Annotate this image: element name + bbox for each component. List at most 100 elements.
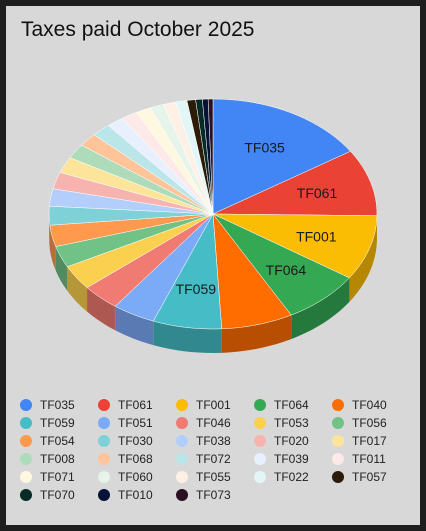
legend-item-tf055[interactable]: TF055 [176,468,254,485]
legend-swatch-icon [20,398,32,411]
legend-swatch-icon [332,434,344,447]
chart-title: Taxes paid October 2025 [21,18,255,41]
legend-swatch-icon [98,398,110,411]
legend-swatch-icon [332,470,344,483]
slice-tf051[interactable] [114,213,214,322]
pie-chart: TF035 TF061 TF001 TF064 TF059 [48,98,378,353]
legend-swatch-icon [254,416,266,429]
legend-swatch-icon [98,488,110,501]
legend-label: TF038 [196,433,231,448]
legend-item-tf073[interactable]: TF073 [176,486,254,503]
slice-side-tf046 [87,287,116,331]
slice-tf040[interactable] [212,213,292,330]
legend-swatch-icon [20,452,32,465]
legend-swatch-icon [20,416,32,429]
legend-label: TF035 [40,397,75,412]
legend-label: TF030 [118,433,153,448]
slice-label-tf035: TF035 [244,139,285,155]
slice-side-tf064 [291,277,350,340]
legend-item-tf030[interactable]: TF030 [98,432,176,449]
slice-label-tf001: TF001 [296,229,337,245]
slice-side-tf040 [221,315,292,353]
legend-label: TF020 [274,433,309,448]
legend-item-tf054[interactable]: TF054 [20,432,98,449]
legend-label: TF051 [118,415,153,430]
legend-item-tf061[interactable]: TF061 [98,396,176,413]
legend-swatch-icon [98,452,110,465]
legend-swatch-icon [176,416,188,429]
legend-swatch-icon [20,488,32,501]
legend-item-tf072[interactable]: TF072 [176,450,254,467]
legend-swatch-icon [176,488,188,501]
legend-item-tf068[interactable]: TF068 [98,450,176,467]
legend-item-tf057[interactable]: TF057 [332,468,410,485]
legend-item-tf020[interactable]: TF020 [254,432,332,449]
legend-item-tf064[interactable]: TF064 [254,396,332,413]
legend-swatch-icon [332,398,344,411]
legend-label: TF056 [352,415,387,430]
legend-item-tf001[interactable]: TF001 [176,396,254,413]
legend-item-tf008[interactable]: TF008 [20,450,98,467]
legend-label: TF039 [274,451,309,466]
legend-swatch-icon [98,434,110,447]
slice-tf035[interactable] [212,98,351,215]
slice-tf061[interactable] [212,150,378,216]
slice-label-tf059: TF059 [176,281,217,297]
legend-item-tf011[interactable]: TF011 [332,450,410,467]
legend-swatch-icon [98,416,110,429]
slice-label-tf064: TF064 [266,262,307,278]
legend-swatch-icon [176,470,188,483]
legend-label: TF008 [40,451,75,466]
legend-item-tf038[interactable]: TF038 [176,432,254,449]
legend-item-tf071[interactable]: TF071 [20,468,98,485]
slice-side-tf030 [49,214,50,250]
legend: TF035 TF061 TF001 TF064 TF040 TF059 TF051 TF046… [20,396,410,503]
slice-tf059[interactable] [152,213,222,330]
legend-label: TF060 [118,469,153,484]
legend-item-tf010[interactable]: TF010 [98,486,176,503]
legend-swatch-icon [254,398,266,411]
legend-swatch-icon [176,452,188,465]
slice-tf046[interactable] [86,213,214,307]
legend-item-tf040[interactable]: TF040 [332,396,410,413]
slice-tf053[interactable] [66,213,214,288]
legend-item-tf039[interactable]: TF039 [254,450,332,467]
legend-label: TF061 [118,397,153,412]
legend-item-tf022[interactable]: TF022 [254,468,332,485]
legend-label: TF070 [40,487,75,502]
legend-item-tf017[interactable]: TF017 [332,432,410,449]
legend-item-tf035[interactable]: TF035 [20,396,98,413]
legend-swatch-icon [254,470,266,483]
legend-swatch-icon [20,470,32,483]
legend-swatch-icon [20,434,32,447]
legend-item-tf070[interactable]: TF070 [20,486,98,503]
legend-item-tf060[interactable]: TF060 [98,468,176,485]
legend-label: TF072 [196,451,231,466]
legend-item-tf059[interactable]: TF059 [20,414,98,431]
slice-side-tf001 [349,215,377,302]
legend-label: TF054 [40,433,75,448]
legend-swatch-icon [254,452,266,465]
legend-item-tf056[interactable]: TF056 [332,414,410,431]
legend-item-tf051[interactable]: TF051 [98,414,176,431]
legend-swatch-icon [254,434,266,447]
legend-label: TF001 [196,397,231,412]
slice-side-tf054 [49,225,56,271]
legend-label: TF011 [352,451,386,466]
slice-side-tf051 [115,306,154,346]
legend-item-tf046[interactable]: TF046 [176,414,254,431]
slice-tf001[interactable] [212,213,378,279]
legend-label: TF059 [40,415,75,430]
legend-label: TF022 [274,469,309,484]
slice-tf073[interactable] [207,98,214,215]
slice-tf064[interactable] [212,213,350,316]
slice-side-tf056 [55,246,68,291]
legend-label: TF046 [196,415,231,430]
legend-label: TF071 [40,469,75,484]
legend-label: TF053 [274,415,309,430]
legend-swatch-icon [176,434,188,447]
legend-label: TF010 [118,487,153,502]
slice-side-tf053 [67,266,88,312]
legend-item-tf053[interactable]: TF053 [254,414,332,431]
slice-label-tf061: TF061 [297,185,338,201]
